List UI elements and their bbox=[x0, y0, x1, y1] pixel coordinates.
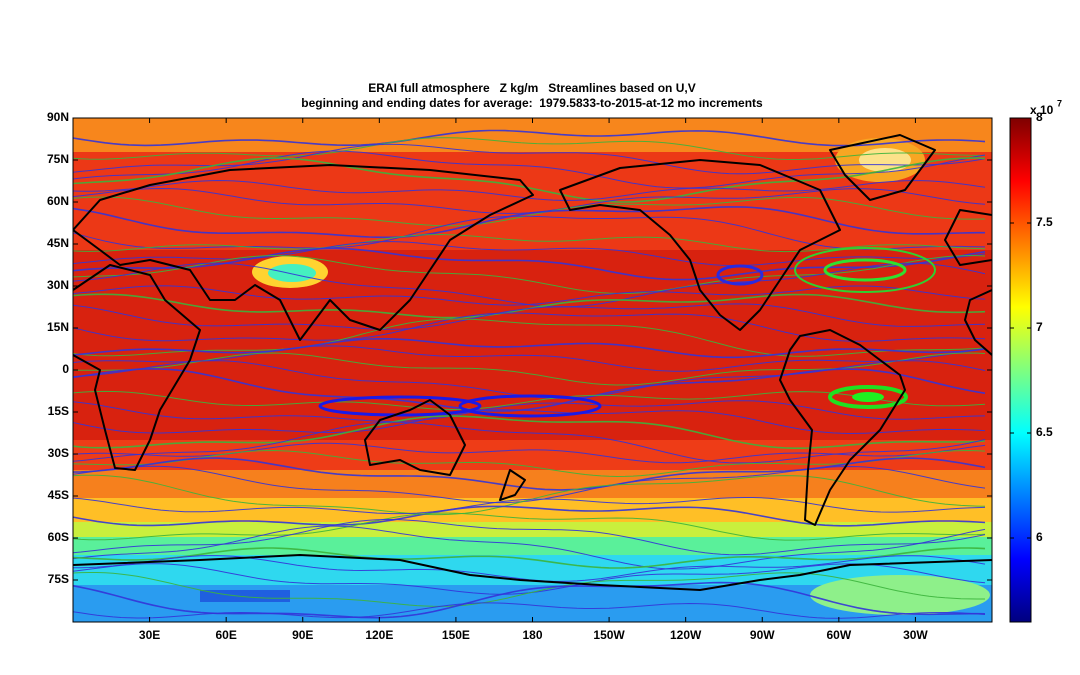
colorbar-exponent: 7 bbox=[1057, 98, 1062, 108]
field-patch bbox=[268, 264, 316, 282]
streamline bbox=[73, 254, 986, 295]
coastline bbox=[73, 554, 992, 591]
streamline bbox=[73, 525, 986, 570]
gyre bbox=[458, 394, 602, 418]
x-tick-label: 60E bbox=[215, 628, 236, 642]
chart-subtitle: beginning and ending dates for average: … bbox=[301, 96, 763, 110]
gyre bbox=[823, 258, 907, 282]
streamline bbox=[73, 179, 986, 201]
gyre bbox=[716, 264, 764, 286]
y-tick-label: 0 bbox=[62, 362, 69, 376]
colorbar-tick-label: 7.5 bbox=[1036, 215, 1053, 229]
streamline bbox=[73, 215, 986, 250]
x-tick-label: 60W bbox=[826, 628, 851, 642]
streamline bbox=[73, 581, 986, 619]
streamline bbox=[73, 400, 986, 423]
streamline bbox=[73, 367, 986, 412]
coastline bbox=[829, 134, 936, 201]
y-tick-label: 30S bbox=[48, 446, 69, 460]
coastline bbox=[499, 469, 526, 501]
coastline bbox=[73, 264, 201, 471]
field-band bbox=[73, 498, 992, 522]
streamline bbox=[73, 285, 986, 306]
colorbar-multiplier: x 10 bbox=[1030, 103, 1054, 117]
streamline bbox=[73, 312, 986, 342]
streamline bbox=[73, 465, 986, 504]
streamline bbox=[73, 129, 986, 147]
y-tick-label: 60N bbox=[47, 194, 69, 208]
x-tick-label: 180 bbox=[522, 628, 542, 642]
y-tick-label: 60S bbox=[48, 530, 69, 544]
coastline bbox=[964, 289, 992, 356]
colorbar-tick-label: 8 bbox=[1036, 110, 1043, 124]
x-tick-label: 150W bbox=[593, 628, 625, 642]
streamline bbox=[73, 505, 986, 527]
x-tick-label: 90E bbox=[292, 628, 313, 642]
gyre bbox=[318, 395, 482, 417]
coastline bbox=[944, 209, 992, 266]
streamline bbox=[73, 233, 986, 253]
field-band bbox=[73, 470, 992, 498]
x-tick-label: 120W bbox=[670, 628, 702, 642]
chart-title: ERAI full atmosphere Z kg/m Streamlines … bbox=[368, 81, 695, 95]
x-tick-label: 30E bbox=[139, 628, 160, 642]
coastline bbox=[73, 164, 534, 341]
colorbar-tick-label: 6.5 bbox=[1036, 425, 1053, 439]
gyre bbox=[794, 247, 936, 293]
streamline bbox=[73, 196, 986, 227]
colorbar-tick-label: 7 bbox=[1036, 320, 1043, 334]
streamline bbox=[73, 474, 986, 516]
colorbar-tick-label: 6 bbox=[1036, 530, 1043, 544]
x-tick-label: 90W bbox=[750, 628, 775, 642]
colorbar bbox=[1009, 117, 1032, 623]
streamline bbox=[73, 409, 986, 435]
streamline bbox=[73, 143, 986, 175]
y-tick-label: 75N bbox=[47, 152, 69, 166]
streamline bbox=[73, 572, 985, 607]
streamline bbox=[73, 318, 986, 357]
streamline bbox=[73, 241, 986, 266]
streamline bbox=[73, 345, 986, 372]
gyre bbox=[852, 392, 884, 402]
gyre bbox=[828, 385, 908, 409]
streamline bbox=[73, 449, 986, 478]
streamline bbox=[73, 512, 986, 541]
x-tick-label: 150E bbox=[442, 628, 470, 642]
streamline bbox=[73, 206, 985, 239]
field-patch bbox=[859, 148, 911, 172]
x-tick-label: 30W bbox=[903, 628, 928, 642]
coastline bbox=[364, 399, 466, 476]
y-tick-label: 90N bbox=[47, 110, 69, 124]
y-tick-label: 75S bbox=[48, 572, 69, 586]
coastline bbox=[559, 159, 841, 331]
map-area bbox=[73, 118, 992, 622]
y-tick-label: 30N bbox=[47, 278, 69, 292]
streamline bbox=[73, 547, 986, 569]
streamline bbox=[73, 497, 986, 515]
streamline bbox=[73, 415, 986, 449]
y-tick-label: 15N bbox=[47, 320, 69, 334]
streamline bbox=[73, 137, 986, 161]
field-patch bbox=[200, 590, 290, 602]
streamline bbox=[73, 602, 986, 619]
streamline bbox=[73, 338, 986, 359]
y-tick-label: 15S bbox=[48, 404, 69, 418]
coastline bbox=[779, 329, 906, 526]
y-tick-label: 45N bbox=[47, 236, 69, 250]
y-tick-label: 45S bbox=[48, 488, 69, 502]
streamline bbox=[73, 150, 986, 189]
x-tick-label: 120E bbox=[365, 628, 393, 642]
streamline bbox=[73, 157, 986, 203]
streamline bbox=[73, 457, 986, 491]
streamline bbox=[73, 303, 986, 330]
streamlines bbox=[73, 129, 986, 619]
field-patch bbox=[810, 575, 990, 615]
